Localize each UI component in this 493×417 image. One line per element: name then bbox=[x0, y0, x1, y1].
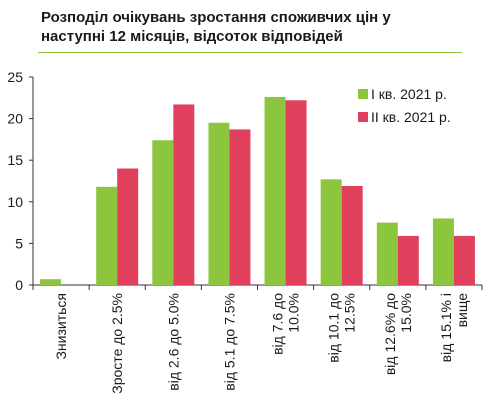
y-tick-label: 20 bbox=[7, 111, 23, 127]
bar-1 bbox=[40, 279, 62, 285]
x-tick-label: Зросте до 2.5% bbox=[109, 293, 125, 394]
legend-label-2: II кв. 2021 р. bbox=[371, 109, 451, 125]
bar-2 bbox=[453, 235, 475, 285]
x-tick-label: від 2.6 до 5.0% bbox=[165, 293, 181, 391]
y-tick-label: 25 bbox=[7, 69, 23, 85]
title-divider bbox=[38, 52, 462, 53]
y-tick-label: 10 bbox=[7, 194, 23, 210]
bar-2 bbox=[397, 235, 419, 285]
x-tick-label: 10.0% bbox=[286, 293, 302, 333]
x-tick-label: від 15.1% і bbox=[438, 293, 454, 362]
bar-2 bbox=[229, 129, 251, 285]
bar-1 bbox=[96, 186, 118, 285]
bar-1 bbox=[376, 222, 398, 285]
x-tick-label: від 10.1 до bbox=[326, 293, 342, 363]
bar-2 bbox=[285, 100, 307, 286]
bar-2 bbox=[173, 104, 195, 286]
chart-title-line-2: наступні 12 місяців, відсоток відповідей bbox=[41, 28, 343, 45]
y-tick-label: 15 bbox=[7, 152, 23, 168]
legend-swatch-2 bbox=[358, 112, 368, 122]
bar-2 bbox=[341, 185, 363, 285]
y-tick-label: 5 bbox=[15, 235, 23, 251]
chart-title-line-1: Розподіл очікувань зростання споживчих ц… bbox=[41, 9, 391, 26]
legend-swatch-1 bbox=[358, 89, 368, 99]
x-tick-label: вище bbox=[454, 293, 470, 328]
x-tick-label: від 12.6% до bbox=[382, 293, 398, 375]
chart-title: Розподіл очікувань зростання споживчих ц… bbox=[41, 8, 461, 46]
bar-1 bbox=[152, 140, 174, 285]
bar-2 bbox=[117, 168, 139, 285]
x-tick-label: від 7.6 до bbox=[270, 293, 286, 355]
bar-1 bbox=[432, 218, 454, 285]
x-tick-label: Знизиться bbox=[53, 293, 69, 360]
bar-1 bbox=[208, 122, 230, 285]
bar-1 bbox=[264, 96, 286, 285]
y-tick-label: 0 bbox=[15, 277, 23, 293]
legend-label-1: I кв. 2021 р. bbox=[371, 86, 447, 102]
x-tick-label: 12.5% bbox=[342, 293, 358, 333]
x-tick-label: 15.0% bbox=[398, 293, 414, 333]
x-tick-label: від 5.1 до 7.5% bbox=[221, 293, 237, 391]
bar-1 bbox=[320, 179, 342, 285]
